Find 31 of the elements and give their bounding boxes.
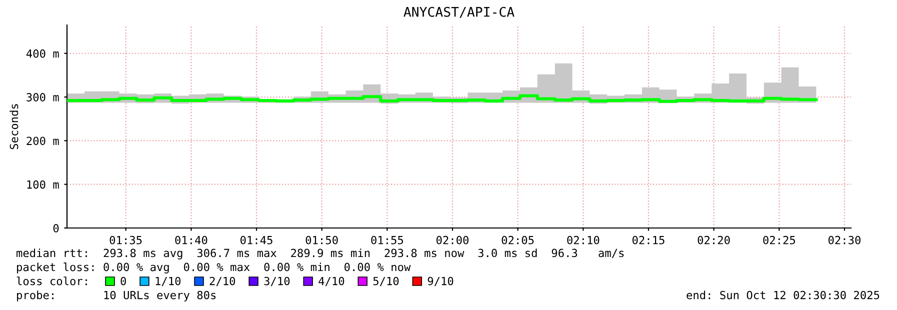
text: probe: 10 URLs every 80s	[17, 290, 216, 302]
legend-title: loss color:	[16, 276, 87, 286]
y-tick-label: 400 m	[26, 49, 59, 58]
x-tick-label: 01:40	[175, 236, 208, 244]
text: end: Sun Oct 12 02:30:30 2025	[686, 290, 880, 300]
x-tick-label: 01:35	[110, 236, 142, 244]
x-tick-label: 01:45	[240, 236, 272, 244]
x-tick-label: 02:30	[828, 236, 860, 244]
x-tick-label: 02:25	[763, 236, 796, 244]
legend-label: 4/10	[318, 276, 344, 286]
y-axis-title: Seconds	[10, 104, 18, 150]
legend-label: 5/10	[373, 276, 399, 286]
text: packet loss: 0.00 % avg 0.00 % max 0.00 % min 0.00 % now	[17, 262, 411, 274]
x-tick-label: 01:50	[306, 236, 338, 244]
legend-label: 1/10	[156, 276, 181, 286]
x-tick-label: 02:05	[502, 236, 534, 244]
x-tick-label: 02:10	[567, 236, 600, 244]
legend-label: 2/10	[210, 276, 236, 286]
text: median rtt: 293.8 ms avg 306.7 ms max 289.9 ms min 293.8 ms now 3.0 ms sd 96.3 am/s	[16, 248, 624, 260]
legend-label: 0	[120, 276, 126, 286]
y-tick-label: 200 m	[26, 136, 59, 146]
y-tick-label: 100 m	[27, 180, 59, 189]
x-tick-label: 02:15	[632, 236, 664, 244]
legend-label: 3/10	[264, 276, 290, 286]
x-tick-label: 02:00	[436, 236, 468, 244]
legend-label: 9/10	[428, 276, 454, 286]
x-tick-label: 01:55	[371, 236, 404, 244]
y-tick-label: 0	[53, 224, 59, 232]
chart-title: ANYCAST/API-CA	[404, 6, 514, 18]
x-tick-label: 02:20	[698, 236, 730, 244]
y-tick-label: 300 m	[26, 93, 59, 102]
